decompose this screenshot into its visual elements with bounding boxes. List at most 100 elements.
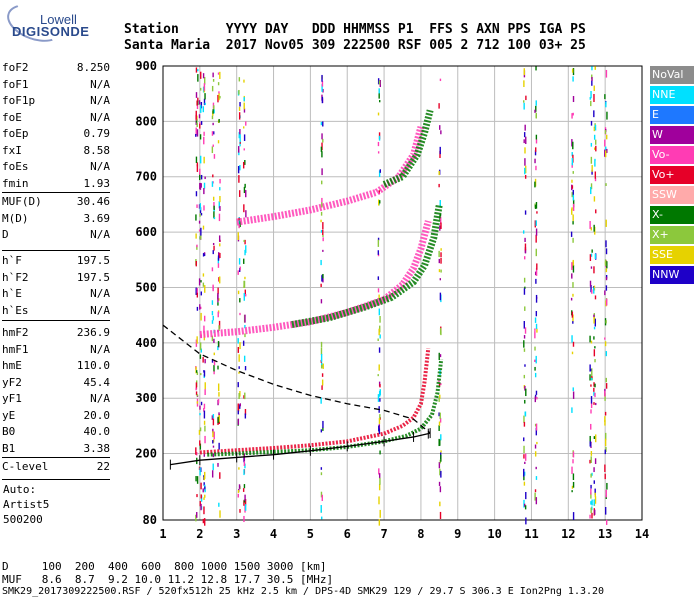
param-separator [2,320,110,321]
noise-mark [378,199,380,206]
noise-mark [244,413,247,419]
noise-mark [237,418,240,425]
x-tick-label: 14 [635,527,649,541]
noise-mark [322,363,324,369]
noise-mark [196,476,199,484]
noise-mark [594,177,597,182]
noise-mark [438,481,441,486]
noise-mark [571,208,573,215]
noise-mark [571,351,574,355]
noise-mark [438,383,441,387]
noise-mark [523,132,526,138]
noise-mark [534,109,536,113]
noise-mark [322,138,324,143]
noise-mark [219,206,221,211]
noise-mark [594,346,596,349]
noise-mark [195,133,197,137]
noise-mark [200,467,202,473]
footer-file-row: SMK29_2017309222500.RSF / 520fx512h 25 k… [2,586,605,597]
noise-mark [378,135,381,141]
noise-mark [572,237,574,243]
trace-topside-model [162,324,431,434]
param-value: N/A [90,160,110,173]
noise-mark [219,510,221,518]
noise-mark [534,394,537,398]
noise-mark [212,440,214,444]
noise-mark [591,472,593,476]
noise-mark [195,370,198,373]
noise-mark [440,248,442,251]
param-name: M(D) [2,211,29,225]
noise-mark [202,488,204,493]
noise-mark [572,259,574,266]
y-tick-label: 600 [135,225,157,239]
noise-mark [321,133,323,140]
noise-mark [524,505,527,510]
noise-mark [238,354,240,362]
noise-mark [379,450,381,455]
noise-mark [605,69,608,78]
noise-mark [440,330,442,336]
noise-mark [595,402,597,406]
param-row: fxI 8.58 [2,143,110,160]
noise-mark [593,196,596,202]
noise-mark [593,391,595,396]
param-row: foE N/A [2,110,110,127]
noise-mark [379,79,381,88]
noise-mark [196,372,199,376]
noise-mark [196,306,199,311]
noise-mark [196,129,199,137]
noise-mark [243,499,246,503]
noise-mark [196,336,198,344]
noise-mark [377,338,379,341]
noise-mark [196,512,198,518]
noise-mark [238,112,241,120]
noise-mark [572,96,575,103]
noise-mark [605,150,607,158]
param-name: foEs [2,160,29,173]
noise-mark [213,360,216,366]
noise-mark [440,257,442,264]
noise-mark [237,270,239,275]
param-value: 30.46 [76,195,110,208]
param-value: 22 [96,460,110,473]
noise-mark [534,271,537,276]
noise-mark [439,225,441,231]
trace-x-trace-x- [207,359,444,457]
noise-mark [590,492,592,499]
noise-mark [523,277,526,283]
noise-mark [218,213,221,222]
noise-mark [590,227,592,231]
noise-mark [590,450,593,456]
footer-d-row: D 100 200 400 600 800 1000 1500 3000 [km… [2,560,327,573]
noise-mark [572,214,574,222]
noise-mark [438,352,440,361]
noise-mark [199,440,201,446]
noise-mark [196,292,199,298]
noise-mark [593,349,596,357]
noise-mark [593,467,595,473]
noise-mark [377,141,380,147]
noise-mark [606,482,608,490]
noise-mark [203,403,206,409]
noise-mark [524,286,526,289]
noise-mark [604,464,606,472]
noise-mark [524,243,527,251]
noise-mark [200,174,203,180]
noise-mark [239,298,241,303]
noise-mark [237,146,240,153]
noise-mark [239,165,241,171]
noise-mark [243,79,245,83]
noise-mark [535,323,538,330]
noise-mark [320,259,322,266]
auto-line: Auto: [3,483,37,496]
noise-mark [524,175,527,179]
param-group-d: hmF2 236.9 hmF1 N/A hmE 110.0 yF2 45.4 yF1 N/A yE 2… [2,325,110,457]
noise-mark [605,219,607,227]
y-tick-label: 300 [135,391,157,405]
noise-mark [439,501,441,507]
noise-mark [203,98,206,106]
noise-mark [320,219,322,223]
param-name: foF1p [2,94,36,107]
noise-mark [524,210,527,215]
